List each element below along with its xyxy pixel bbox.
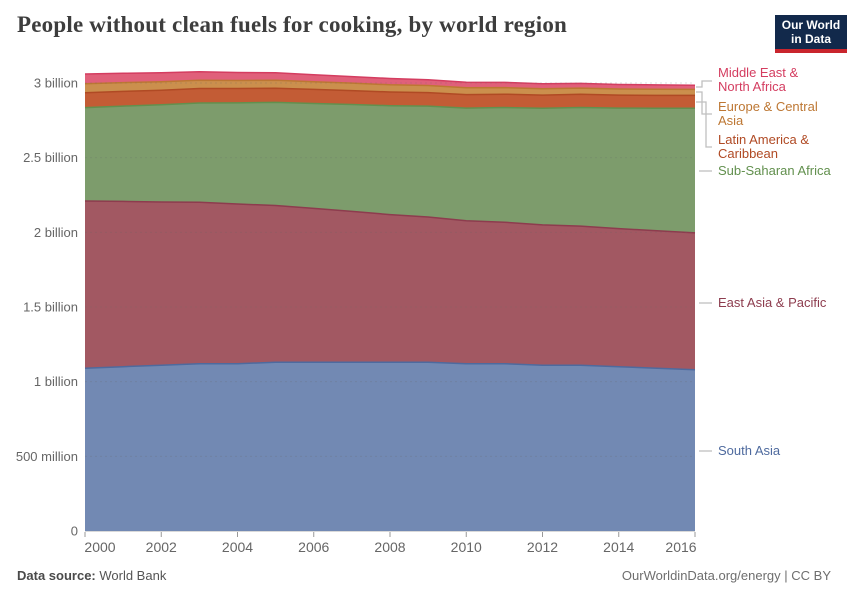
legend-item-east-asia-pacific[interactable]: East Asia & Pacific	[718, 295, 827, 310]
line-sub-saharan-africa	[84, 101, 695, 109]
owid-logo-line2: in Data	[790, 32, 831, 46]
legend-connector	[696, 91, 712, 115]
area-middle-east-north-africa[interactable]	[85, 71, 695, 90]
footer-link[interactable]: OurWorldinData.org/energy	[621, 568, 781, 583]
page-title: People without clean fuels for cooking, …	[17, 12, 568, 37]
footer-license: CC BY	[791, 568, 831, 583]
y-tick-label: 2 billion	[34, 225, 78, 240]
owid-logo[interactable]: Our World in Data	[775, 15, 847, 53]
legend-item-middle-east-north-africa[interactable]: Middle East & North Africa	[718, 65, 799, 94]
x-tick-label: 2000	[84, 539, 115, 555]
y-tick-label: 1.5 billion	[23, 300, 78, 315]
footer-credit: OurWorldinData.org/energy | CC BY	[622, 568, 831, 583]
chart-areas[interactable]	[85, 71, 695, 531]
x-tick-label: 2012	[527, 539, 558, 555]
legend-connector	[696, 80, 712, 88]
line-east-asia-pacific	[84, 200, 696, 234]
data-source: Data source: World Bank	[17, 568, 166, 583]
y-tick-label: 1 billion	[34, 374, 78, 389]
area-latin-america-caribbean[interactable]	[85, 88, 695, 109]
data-source-label: Data source:	[17, 568, 96, 583]
x-tick-label: 2008	[374, 539, 405, 555]
y-tick-label: 500 million	[16, 449, 78, 464]
legend-item-sub-saharan-africa[interactable]: Sub-Saharan Africa	[718, 163, 831, 178]
area-east-asia-pacific[interactable]	[85, 201, 695, 370]
area-sub-saharan-africa[interactable]	[85, 102, 695, 233]
legend-connectors	[696, 80, 712, 452]
line-latin-america-caribbean	[84, 87, 695, 97]
area-europe-central-asia[interactable]	[85, 80, 695, 96]
legend-item-europe-central-asia[interactable]: Europe & Central Asia	[718, 99, 818, 128]
x-axis: 2000 2002 2004 2006 2008 2010 2012 2014 2016	[84, 531, 697, 555]
y-tick-label: 0	[71, 524, 78, 539]
line-europe-central-asia	[84, 79, 696, 91]
x-tick-label: 2006	[298, 539, 329, 555]
line-middle-east-north-africa	[84, 71, 696, 86]
y-tick-label: 2.5 billion	[23, 150, 78, 165]
x-tick-label: 2016	[665, 539, 696, 555]
x-tick-label: 2014	[603, 539, 634, 555]
legend-connector	[696, 101, 712, 148]
x-tick-label: 2010	[451, 539, 482, 555]
line-south-asia	[84, 361, 696, 371]
x-tick-label: 2002	[146, 539, 177, 555]
legend-item-latin-america-caribbean[interactable]: Latin America & Caribbean	[718, 132, 810, 161]
data-source-value: World Bank	[95, 568, 167, 583]
owid-logo-line1: Our World	[781, 18, 841, 32]
y-axis-labels: 0 500 million 1 billion 1.5 billion 2 billio…	[16, 76, 78, 539]
x-tick-label: 2004	[222, 539, 253, 555]
gridlines	[85, 82, 695, 457]
y-tick-label: 3 billion	[34, 76, 78, 91]
legend-item-south-asia[interactable]: South Asia	[718, 443, 781, 458]
area-south-asia[interactable]	[85, 362, 695, 531]
footer-separator: |	[780, 568, 792, 583]
chart-band-lines	[84, 71, 696, 371]
